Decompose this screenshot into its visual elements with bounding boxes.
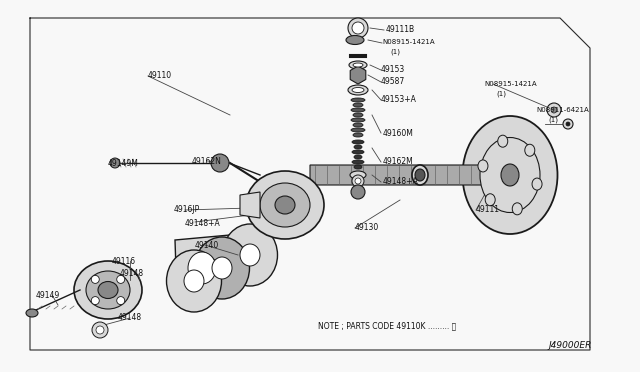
Ellipse shape <box>512 203 522 215</box>
Ellipse shape <box>275 196 295 214</box>
Text: NOTE ; PARTS CODE 49110K ......... ⓐ: NOTE ; PARTS CODE 49110K ......... ⓐ <box>318 321 456 330</box>
Circle shape <box>110 158 120 168</box>
Text: 49110: 49110 <box>148 71 172 80</box>
Text: N08911-6421A: N08911-6421A <box>536 107 589 113</box>
Ellipse shape <box>346 35 364 45</box>
Text: 49148: 49148 <box>120 269 144 279</box>
Text: 49148+A: 49148+A <box>383 177 419 186</box>
Circle shape <box>352 22 364 34</box>
Ellipse shape <box>212 257 232 279</box>
Circle shape <box>352 175 364 187</box>
Ellipse shape <box>223 224 278 286</box>
Text: J49000ER: J49000ER <box>548 340 591 350</box>
Ellipse shape <box>348 85 368 95</box>
Polygon shape <box>175 235 232 300</box>
Text: N08915-1421A: N08915-1421A <box>484 81 536 87</box>
Ellipse shape <box>184 270 204 292</box>
Ellipse shape <box>246 171 324 239</box>
Text: 49153: 49153 <box>381 65 405 74</box>
Ellipse shape <box>260 183 310 227</box>
Ellipse shape <box>352 87 364 93</box>
Text: 49130: 49130 <box>355 224 380 232</box>
Ellipse shape <box>240 244 260 266</box>
Ellipse shape <box>354 165 362 169</box>
Ellipse shape <box>352 140 364 144</box>
Ellipse shape <box>352 150 364 154</box>
Text: 49116: 49116 <box>112 257 136 266</box>
Circle shape <box>563 119 573 129</box>
Ellipse shape <box>350 171 366 179</box>
Text: 49148+A: 49148+A <box>185 218 221 228</box>
Text: 49111: 49111 <box>476 205 500 215</box>
Ellipse shape <box>166 250 221 312</box>
Text: 49149M: 49149M <box>108 158 139 167</box>
Text: (1): (1) <box>496 91 506 97</box>
Text: 4916JP: 4916JP <box>174 205 200 215</box>
Ellipse shape <box>86 271 130 309</box>
Ellipse shape <box>498 135 508 147</box>
Text: 49160M: 49160M <box>383 128 414 138</box>
Ellipse shape <box>351 118 365 122</box>
Polygon shape <box>350 66 366 84</box>
Ellipse shape <box>353 103 363 107</box>
Ellipse shape <box>480 138 540 212</box>
Ellipse shape <box>349 61 367 69</box>
Ellipse shape <box>485 194 495 206</box>
Text: 49162N: 49162N <box>192 157 222 166</box>
Text: 49140: 49140 <box>195 241 220 250</box>
Ellipse shape <box>98 282 118 298</box>
Ellipse shape <box>463 116 557 234</box>
Polygon shape <box>240 192 260 218</box>
Polygon shape <box>310 165 495 185</box>
Circle shape <box>96 326 104 334</box>
Ellipse shape <box>353 113 363 117</box>
Ellipse shape <box>525 144 535 156</box>
Ellipse shape <box>26 309 38 317</box>
Ellipse shape <box>412 165 428 185</box>
Ellipse shape <box>74 261 142 319</box>
Text: 49153+A: 49153+A <box>381 96 417 105</box>
Ellipse shape <box>501 164 519 186</box>
Ellipse shape <box>354 145 362 149</box>
Ellipse shape <box>353 123 363 127</box>
Ellipse shape <box>353 63 363 67</box>
Ellipse shape <box>351 108 365 112</box>
Text: (1): (1) <box>548 117 558 123</box>
Circle shape <box>566 122 570 126</box>
Circle shape <box>92 296 99 305</box>
Text: 49111B: 49111B <box>386 26 415 35</box>
Circle shape <box>355 178 361 184</box>
Circle shape <box>92 275 99 283</box>
Ellipse shape <box>532 178 542 190</box>
Ellipse shape <box>353 133 363 137</box>
Circle shape <box>211 154 229 172</box>
Circle shape <box>348 18 368 38</box>
Ellipse shape <box>195 237 250 299</box>
Circle shape <box>351 185 365 199</box>
Circle shape <box>551 107 557 113</box>
Circle shape <box>116 296 125 305</box>
Text: N08915-1421A: N08915-1421A <box>382 39 435 45</box>
Circle shape <box>547 103 561 117</box>
Ellipse shape <box>351 128 365 132</box>
Ellipse shape <box>351 98 365 102</box>
Ellipse shape <box>415 169 425 181</box>
Text: 49162M: 49162M <box>383 157 413 167</box>
Text: 49149: 49149 <box>36 291 60 299</box>
Text: 49587: 49587 <box>381 77 405 87</box>
Ellipse shape <box>188 252 216 284</box>
Circle shape <box>92 322 108 338</box>
Text: (1): (1) <box>390 49 400 55</box>
Ellipse shape <box>354 155 362 159</box>
Circle shape <box>116 275 125 283</box>
Ellipse shape <box>478 160 488 172</box>
Ellipse shape <box>352 160 364 164</box>
Text: 49148: 49148 <box>118 314 142 323</box>
